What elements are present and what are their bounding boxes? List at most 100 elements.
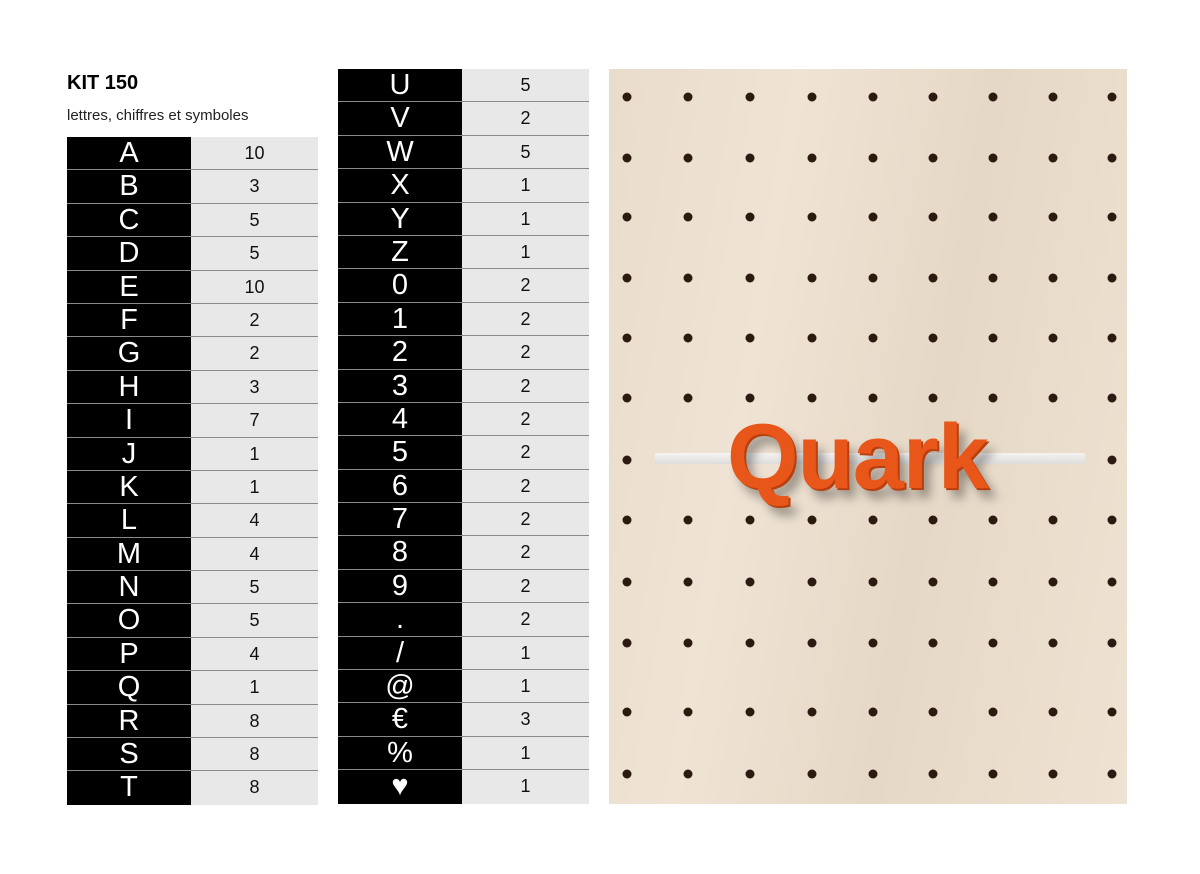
count-cell: 2 (462, 503, 589, 536)
count-cell: 1 (191, 437, 318, 470)
peg-hole (745, 333, 755, 343)
peg-hole (1107, 92, 1117, 102)
peg-hole (807, 212, 817, 222)
count-cell: 2 (462, 336, 589, 369)
peg-hole (622, 333, 632, 343)
count-cell: 2 (462, 569, 589, 603)
peg-hole (1107, 393, 1117, 403)
count-cell: 1 (462, 202, 589, 235)
table-row: A 10 (67, 137, 318, 171)
peg-hole (868, 515, 878, 525)
character-cell: C (67, 203, 191, 237)
peg-hole (745, 92, 755, 102)
peg-hole (807, 92, 817, 102)
character-cell: U (338, 69, 462, 102)
letters-table-right: U 5 V 2 W 5 X 1 Y 1 Z 1 0 2 1 2 2 2 3 2 4 2 5 2 6 2 7 2 8 2 9 2. 2/1 @1 €3… (338, 69, 589, 804)
character-cell: B (67, 170, 191, 203)
peg-hole (683, 333, 693, 343)
peg-hole (1048, 577, 1058, 587)
character-cell: I (67, 404, 191, 437)
character-cell: 4 (338, 402, 462, 436)
peg-hole (622, 769, 632, 779)
peg-hole (622, 92, 632, 102)
peg-hole (868, 273, 878, 283)
peg-hole (928, 638, 938, 648)
peg-hole (622, 393, 632, 403)
character-cell: @ (338, 670, 462, 703)
peg-hole (928, 92, 938, 102)
peg-hole (988, 638, 998, 648)
character-cell: P (67, 637, 191, 671)
count-cell: 4 (191, 537, 318, 571)
count-cell: 5 (191, 203, 318, 237)
peg-hole (745, 153, 755, 163)
count-cell: 1 (191, 671, 318, 704)
acrylic-rail (655, 453, 1085, 464)
count-cell: 10 (191, 270, 318, 303)
count-cell: 7 (191, 404, 318, 437)
character-cell: O (67, 604, 191, 637)
peg-hole (1107, 577, 1117, 587)
peg-hole (988, 707, 998, 717)
character-cell: A (67, 137, 191, 170)
count-cell: 5 (191, 237, 318, 270)
character-cell: L (67, 504, 191, 537)
peg-hole (988, 769, 998, 779)
count-cell: 1 (462, 670, 589, 703)
peg-hole (928, 153, 938, 163)
peg-hole (683, 577, 693, 587)
count-cell: 2 (462, 302, 589, 336)
kit-subtitle: lettres, chiffres et symboles (67, 107, 249, 124)
character-cell: 3 (338, 369, 462, 402)
count-cell: 3 (191, 370, 318, 404)
peg-hole (868, 92, 878, 102)
character-cell: V (338, 102, 462, 135)
table-row: @1 (338, 670, 589, 704)
peg-hole (807, 333, 817, 343)
peg-hole (1048, 92, 1058, 102)
peg-hole (868, 393, 878, 403)
table-row: E 10 (67, 270, 318, 304)
character-cell: 5 (338, 436, 462, 469)
letters-table-left: A 10 B 3 C 5 D 5 E 10 F 2 G 2 H 3 I 7 J 1 K 1 L 4 M 4 N 5 O 5 P 4 Q 1 R 8 S 8… (67, 137, 318, 805)
count-cell: 2 (462, 102, 589, 135)
peg-hole (868, 333, 878, 343)
peg-hole (1107, 333, 1117, 343)
peg-hole (988, 273, 998, 283)
peg-hole (683, 92, 693, 102)
count-cell: 1 (462, 636, 589, 670)
character-cell: 8 (338, 536, 462, 569)
character-cell: E (67, 270, 191, 303)
peg-hole (745, 769, 755, 779)
peg-hole (683, 273, 693, 283)
peg-hole (868, 638, 878, 648)
character-cell: G (67, 337, 191, 370)
kit-title: KIT 150 (67, 72, 139, 94)
character-cell: S (67, 738, 191, 771)
heart-icon: ♥ (338, 770, 462, 804)
peg-hole (988, 577, 998, 587)
peg-hole (1048, 273, 1058, 283)
peg-hole (622, 707, 632, 717)
peg-hole (1107, 153, 1117, 163)
peg-hole (1048, 212, 1058, 222)
count-cell: 2 (462, 536, 589, 569)
peg-hole (745, 273, 755, 283)
peg-hole (622, 638, 632, 648)
peg-hole (683, 153, 693, 163)
peg-hole (988, 515, 998, 525)
peg-hole (928, 769, 938, 779)
peg-hole (988, 92, 998, 102)
